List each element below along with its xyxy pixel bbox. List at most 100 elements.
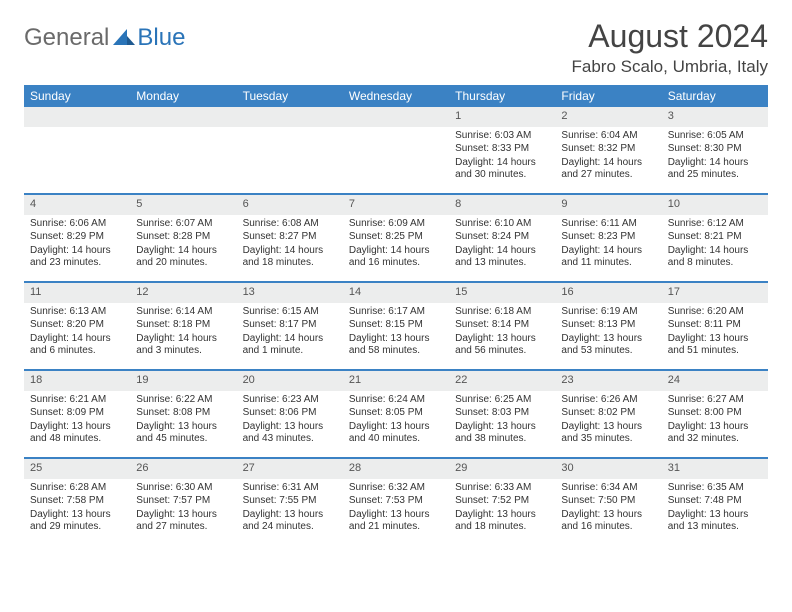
day-body: Sunrise: 6:13 AMSunset: 8:20 PMDaylight:… [24, 303, 130, 365]
daylight-text: Daylight: 14 hours and 16 minutes. [349, 245, 443, 270]
day-cell: 30Sunrise: 6:34 AMSunset: 7:50 PMDayligh… [555, 459, 661, 545]
day-number: 17 [662, 283, 768, 303]
daylight-text: Daylight: 14 hours and 23 minutes. [30, 245, 124, 270]
week-row: 25Sunrise: 6:28 AMSunset: 7:58 PMDayligh… [24, 459, 768, 545]
day-number: 4 [24, 195, 130, 215]
sunset-text: Sunset: 8:02 PM [561, 407, 655, 420]
daylight-text: Daylight: 13 hours and 35 minutes. [561, 421, 655, 446]
day-cell: 22Sunrise: 6:25 AMSunset: 8:03 PMDayligh… [449, 371, 555, 457]
calendar: Sunday Monday Tuesday Wednesday Thursday… [24, 85, 768, 545]
sunrise-text: Sunrise: 6:27 AM [668, 394, 762, 407]
day-body: Sunrise: 6:33 AMSunset: 7:52 PMDaylight:… [449, 479, 555, 541]
sunset-text: Sunset: 8:24 PM [455, 231, 549, 244]
daylight-text: Daylight: 13 hours and 40 minutes. [349, 421, 443, 446]
sunrise-text: Sunrise: 6:03 AM [455, 130, 549, 143]
sunset-text: Sunset: 7:57 PM [136, 495, 230, 508]
day-body: Sunrise: 6:28 AMSunset: 7:58 PMDaylight:… [24, 479, 130, 541]
day-number: 9 [555, 195, 661, 215]
sunrise-text: Sunrise: 6:12 AM [668, 218, 762, 231]
sunrise-text: Sunrise: 6:10 AM [455, 218, 549, 231]
day-cell: 14Sunrise: 6:17 AMSunset: 8:15 PMDayligh… [343, 283, 449, 369]
week-row: 11Sunrise: 6:13 AMSunset: 8:20 PMDayligh… [24, 283, 768, 371]
sunset-text: Sunset: 8:30 PM [668, 143, 762, 156]
day-body: Sunrise: 6:31 AMSunset: 7:55 PMDaylight:… [237, 479, 343, 541]
day-number: 12 [130, 283, 236, 303]
week-row: 1Sunrise: 6:03 AMSunset: 8:33 PMDaylight… [24, 107, 768, 195]
day-number: 7 [343, 195, 449, 215]
day-number: 24 [662, 371, 768, 391]
day-body: Sunrise: 6:12 AMSunset: 8:21 PMDaylight:… [662, 215, 768, 277]
day-body: Sunrise: 6:34 AMSunset: 7:50 PMDaylight:… [555, 479, 661, 541]
day-cell: 9Sunrise: 6:11 AMSunset: 8:23 PMDaylight… [555, 195, 661, 281]
sunrise-text: Sunrise: 6:30 AM [136, 482, 230, 495]
sunset-text: Sunset: 8:15 PM [349, 319, 443, 332]
sunset-text: Sunset: 8:03 PM [455, 407, 549, 420]
day-number: 8 [449, 195, 555, 215]
sunrise-text: Sunrise: 6:07 AM [136, 218, 230, 231]
day-body: Sunrise: 6:18 AMSunset: 8:14 PMDaylight:… [449, 303, 555, 365]
daylight-text: Daylight: 13 hours and 16 minutes. [561, 509, 655, 534]
day-cell: 24Sunrise: 6:27 AMSunset: 8:00 PMDayligh… [662, 371, 768, 457]
sunset-text: Sunset: 7:52 PM [455, 495, 549, 508]
day-number: 25 [24, 459, 130, 479]
daylight-text: Daylight: 13 hours and 29 minutes. [30, 509, 124, 534]
daylight-text: Daylight: 13 hours and 43 minutes. [243, 421, 337, 446]
day-number [130, 107, 236, 127]
day-body: Sunrise: 6:08 AMSunset: 8:27 PMDaylight:… [237, 215, 343, 277]
sunset-text: Sunset: 8:23 PM [561, 231, 655, 244]
sunset-text: Sunset: 7:50 PM [561, 495, 655, 508]
daylight-text: Daylight: 14 hours and 6 minutes. [30, 333, 124, 358]
daylight-text: Daylight: 13 hours and 18 minutes. [455, 509, 549, 534]
sunrise-text: Sunrise: 6:04 AM [561, 130, 655, 143]
week-row: 4Sunrise: 6:06 AMSunset: 8:29 PMDaylight… [24, 195, 768, 283]
day-number: 11 [24, 283, 130, 303]
day-number: 23 [555, 371, 661, 391]
sunset-text: Sunset: 8:13 PM [561, 319, 655, 332]
day-number: 29 [449, 459, 555, 479]
sunrise-text: Sunrise: 6:18 AM [455, 306, 549, 319]
daylight-text: Daylight: 14 hours and 3 minutes. [136, 333, 230, 358]
sunrise-text: Sunrise: 6:34 AM [561, 482, 655, 495]
day-body: Sunrise: 6:03 AMSunset: 8:33 PMDaylight:… [449, 127, 555, 189]
logo: General Blue [24, 18, 185, 52]
weekday-monday: Monday [130, 85, 236, 107]
day-cell: 20Sunrise: 6:23 AMSunset: 8:06 PMDayligh… [237, 371, 343, 457]
day-cell: 13Sunrise: 6:15 AMSunset: 8:17 PMDayligh… [237, 283, 343, 369]
day-cell [343, 107, 449, 193]
day-number: 1 [449, 107, 555, 127]
daylight-text: Daylight: 14 hours and 25 minutes. [668, 157, 762, 182]
daylight-text: Daylight: 14 hours and 30 minutes. [455, 157, 549, 182]
day-cell: 4Sunrise: 6:06 AMSunset: 8:29 PMDaylight… [24, 195, 130, 281]
day-body: Sunrise: 6:07 AMSunset: 8:28 PMDaylight:… [130, 215, 236, 277]
sunrise-text: Sunrise: 6:31 AM [243, 482, 337, 495]
logo-triangle-icon [113, 27, 135, 50]
day-body: Sunrise: 6:21 AMSunset: 8:09 PMDaylight:… [24, 391, 130, 453]
sunrise-text: Sunrise: 6:32 AM [349, 482, 443, 495]
day-cell: 7 Sunrise: 6:09 AMSunset: 8:25 PMDaylight… [343, 195, 449, 281]
weekday-tuesday: Tuesday [237, 85, 343, 107]
day-cell: 26Sunrise: 6:30 AMSunset: 7:57 PMDayligh… [130, 459, 236, 545]
sunset-text: Sunset: 8:17 PM [243, 319, 337, 332]
sunset-text: Sunset: 8:11 PM [668, 319, 762, 332]
day-cell [24, 107, 130, 193]
daylight-text: Daylight: 14 hours and 11 minutes. [561, 245, 655, 270]
sunrise-text: Sunrise: 6:23 AM [243, 394, 337, 407]
sunrise-text: Sunrise: 6:19 AM [561, 306, 655, 319]
day-body: Sunrise: 6:05 AMSunset: 8:30 PMDaylight:… [662, 127, 768, 189]
sunrise-text: Sunrise: 6:05 AM [668, 130, 762, 143]
day-cell [130, 107, 236, 193]
daylight-text: Daylight: 13 hours and 13 minutes. [668, 509, 762, 534]
daylight-text: Daylight: 14 hours and 27 minutes. [561, 157, 655, 182]
day-cell: 11Sunrise: 6:13 AMSunset: 8:20 PMDayligh… [24, 283, 130, 369]
sunrise-text: Sunrise: 6:09 AM [349, 218, 443, 231]
day-number [24, 107, 130, 127]
day-number: 28 [343, 459, 449, 479]
sunrise-text: Sunrise: 6:26 AM [561, 394, 655, 407]
day-cell: 15Sunrise: 6:18 AMSunset: 8:14 PMDayligh… [449, 283, 555, 369]
sunrise-text: Sunrise: 6:24 AM [349, 394, 443, 407]
daylight-text: Daylight: 13 hours and 53 minutes. [561, 333, 655, 358]
sunset-text: Sunset: 8:00 PM [668, 407, 762, 420]
day-number: 6 [237, 195, 343, 215]
sunset-text: Sunset: 8:25 PM [349, 231, 443, 244]
month-title: August 2024 [571, 18, 768, 55]
